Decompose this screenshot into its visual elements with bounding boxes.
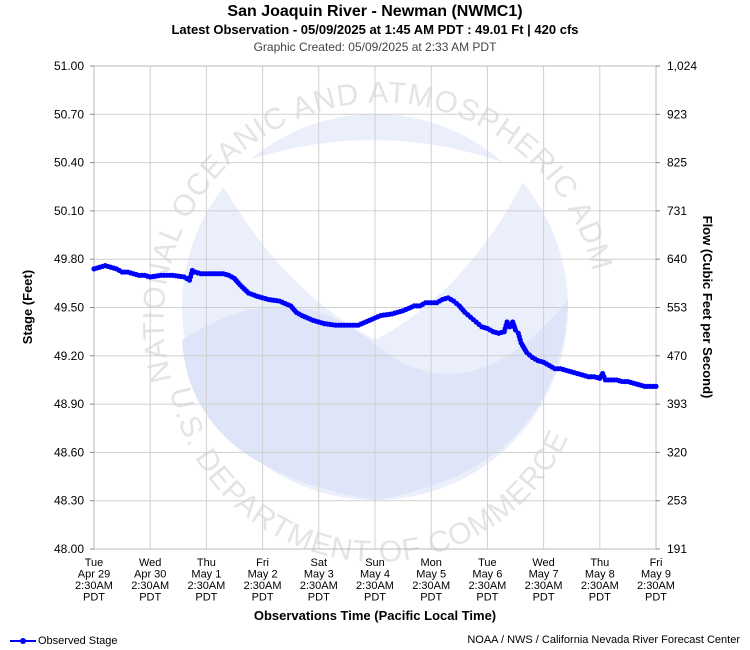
x-axis-label: Observations Time (Pacific Local Time) [254, 608, 496, 623]
y2-tick-label: 253 [667, 494, 687, 508]
y-tick-label: 49.80 [54, 252, 84, 266]
y2-tick-label: 1,024 [667, 59, 697, 73]
y2-tick-label: 320 [667, 445, 687, 459]
x-tick-label: Sun May 4 2:30AM PDT [356, 557, 394, 604]
y2-axis-label: Flow (Cubic Feet per Second) [700, 216, 715, 399]
series-observed-stage [91, 263, 659, 389]
y-tick-label: 49.20 [54, 349, 84, 363]
y2-tick-label: 731 [667, 204, 687, 218]
y2-tick-label: 553 [667, 301, 687, 315]
y-tick-label: 48.30 [54, 494, 84, 508]
chart-subtitle: Latest Observation - 05/09/2025 at 1:45 … [171, 22, 578, 37]
watermark-gull-icon [215, 140, 528, 340]
y-tick-label: 51.00 [54, 59, 84, 73]
y-axis-label: Stage (Feet) [20, 270, 35, 344]
y2-tick-label: 640 [667, 252, 687, 266]
x-tick-label: Fri May 9 2:30AM PDT [637, 557, 675, 604]
chart-grid [93, 65, 657, 550]
y-tick-label: 50.70 [54, 107, 84, 121]
y-tick-label: 48.90 [54, 397, 84, 411]
y-axis-right-ticks: 1,024 923 825 731 640 553 470 393 320 253 191 [656, 59, 697, 556]
y-axis-left-ticks: 51.00 50.70 50.40 50.10 49.80 49.50 49.20 48.90… [54, 59, 94, 556]
x-tick-label: Mon May 5 2:30AM PDT [412, 557, 450, 604]
legend-swatch-icon [10, 636, 36, 646]
y-tick-label: 48.00 [54, 542, 84, 556]
x-tick-label: Thu May 1 2:30AM PDT [187, 557, 225, 604]
y-tick-label: 48.60 [54, 445, 84, 459]
source-credit: NOAA / NWS / California Nevada River For… [467, 634, 740, 646]
y2-tick-label: 825 [667, 156, 687, 170]
x-tick-label: Wed Apr 30 2:30AM PDT [131, 557, 169, 604]
noaa-watermark-logo: NOAANATIONAL OCEANIC AND ATMOSPHERIC ADM… [0, 0, 618, 569]
y-tick-label: 50.40 [54, 156, 84, 170]
x-tick-label: Thu May 8 2:30AM PDT [581, 557, 619, 604]
x-tick-label: Tue May 6 2:30AM PDT [468, 557, 506, 604]
data-point [653, 383, 659, 389]
chart-title: San Joaquin River - Newman (NWMC1) [227, 3, 522, 20]
y-tick-label: 49.50 [54, 301, 84, 315]
x-axis-ticks: Tue Apr 29 2:30AM PDT Wed Apr 30 2:30AM PDT Thu M… [75, 557, 675, 604]
x-tick-label: Tue Apr 29 2:30AM PDT [75, 557, 113, 604]
legend: Observed Stage [10, 635, 118, 647]
graphic-created: Graphic Created: 05/09/2025 at 2:33 AM P… [254, 40, 497, 54]
y-tick-label: 50.10 [54, 204, 84, 218]
x-tick-label: Fri May 2 2:30AM PDT [244, 557, 282, 604]
x-tick-label: Sat May 3 2:30AM PDT [300, 557, 338, 604]
watermark-logo-text: NOAA [263, 178, 473, 252]
y2-tick-label: 393 [667, 397, 687, 411]
x-tick-label: Wed May 7 2:30AM PDT [525, 557, 563, 604]
y2-tick-label: 923 [667, 107, 687, 121]
y2-tick-label: 470 [667, 349, 687, 363]
y2-tick-label: 191 [667, 542, 687, 556]
legend-label: Observed Stage [38, 635, 118, 647]
